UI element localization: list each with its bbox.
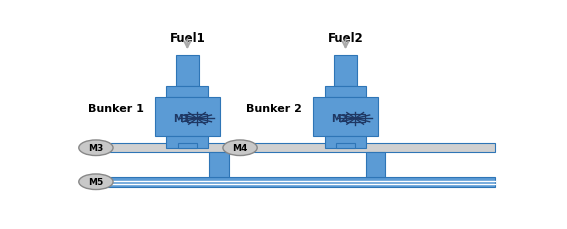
Bar	[345, 115, 365, 123]
Bar	[366, 153, 385, 177]
Ellipse shape	[79, 174, 113, 190]
Text: Fuel2: Fuel2	[328, 32, 363, 45]
Bar	[313, 98, 378, 136]
Ellipse shape	[79, 140, 113, 156]
Bar	[325, 136, 366, 148]
Bar	[177, 144, 197, 148]
Text: M1: M1	[174, 114, 190, 124]
Bar	[88, 144, 495, 153]
Text: M5: M5	[88, 177, 104, 186]
Text: M4: M4	[232, 144, 248, 153]
Text: M2: M2	[332, 114, 348, 124]
Bar	[88, 177, 495, 187]
Bar	[167, 87, 208, 98]
Bar	[336, 144, 355, 148]
Bar	[325, 87, 366, 98]
Bar	[155, 98, 220, 136]
Text: Fuel1: Fuel1	[170, 32, 205, 45]
Bar	[167, 136, 208, 148]
Text: M3: M3	[88, 144, 104, 153]
Bar	[209, 153, 229, 177]
Ellipse shape	[223, 140, 257, 156]
Text: Bunker 2: Bunker 2	[246, 104, 302, 114]
Bar	[187, 115, 206, 123]
Bar	[334, 56, 357, 87]
Bar	[176, 56, 199, 87]
Text: Bunker 1: Bunker 1	[88, 104, 144, 114]
